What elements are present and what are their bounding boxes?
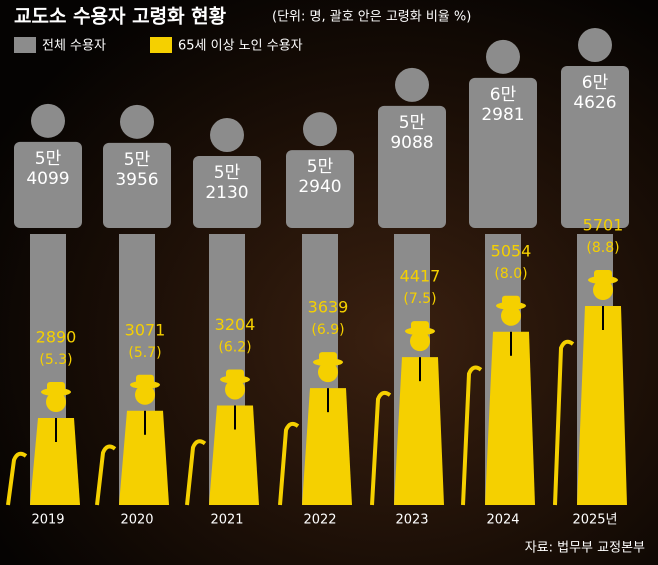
elderly-figure [553,270,627,506]
figure-cane [553,339,575,506]
elderly-label: 3071 [125,320,166,339]
figure-body [14,141,82,228]
figure-head [210,118,244,152]
legend-swatch [14,37,36,53]
figure-head [578,28,612,62]
figure-head [303,112,337,147]
total-label: 4099 [26,169,69,189]
figure-cane [370,390,392,506]
figure-cane [95,444,117,506]
total-label: 2130 [205,183,248,203]
chart-title: 교도소 수용자 고령화 현황 [14,5,227,28]
elderly-label: 5701 [583,216,624,235]
figure-head [31,103,65,138]
figure-body [561,66,629,228]
figure-hat [136,374,154,385]
total-label: 6만 [582,73,609,93]
x-tick-label: 2019 [31,513,64,528]
figure-body [469,77,537,228]
total-label: 4626 [573,93,616,113]
figure-body [30,418,80,505]
figure-body [209,405,259,505]
elderly-label: 3204 [215,315,256,334]
figure-body [302,388,352,505]
figure-cane [185,439,207,506]
share-label: (7.5) [403,291,436,307]
total-label: 5만 [35,149,62,169]
elderly-label: 3639 [308,298,349,317]
figure-hat [319,352,337,363]
figure-head [120,104,154,139]
elderly-label: 4417 [400,267,441,286]
elderly-label: 5054 [491,241,532,260]
figure-body [394,357,444,505]
elderly-figure [6,382,80,506]
share-label: (8.8) [586,240,619,256]
x-tick-label: 2025년 [572,513,617,528]
figure-hat [411,321,429,332]
elderly-figure [370,321,444,506]
figure-head [593,280,613,300]
figure-body [119,410,169,505]
legend-swatch [150,37,172,53]
total-label: 5만 [124,150,151,170]
figure-head [318,362,338,383]
figure-body [286,150,354,228]
total-label: 2940 [298,177,341,197]
legend-label: 전체 수용자 [42,39,106,54]
figure-head [46,392,66,412]
elderly-figure [95,374,169,506]
figure-cane [6,451,28,506]
figure-head [410,331,430,352]
elderly-figure [185,369,259,506]
figure-body [485,331,535,505]
figure-head [135,384,155,405]
elderly-figure [278,352,352,506]
share-label: (5.3) [39,352,72,368]
elderly-figure [461,295,535,506]
total-label: 3956 [115,170,158,190]
figure-head [486,39,520,74]
figure-body [577,306,627,505]
total-label: 2981 [481,105,524,125]
figure-hat [594,270,612,280]
source: 자료: 법무부 교정본부 [525,541,645,556]
total-label: 9088 [390,133,433,153]
share-label: (6.9) [311,322,344,338]
legend-label: 65세 이상 노인 수용자 [178,39,303,54]
figure-body [193,156,261,228]
figure-body [103,142,171,228]
share-label: (6.2) [218,339,251,355]
figure-hat [47,382,65,392]
total-label: 6만 [490,85,517,105]
x-tick-label: 2024 [486,513,519,528]
x-tick-label: 2020 [120,513,153,528]
figure-head [395,67,429,102]
total-label: 5만 [214,163,241,183]
x-tick-label: 2021 [210,513,243,528]
total-label: 5만 [307,157,334,177]
figure-hat [502,295,520,306]
elderly-label: 2890 [36,328,77,347]
share-label: (5.7) [128,345,161,361]
x-tick-label: 2022 [303,513,336,528]
figure-head [225,379,245,400]
chart-subtitle: (단위: 명, 괄호 안은 고령화 비율 %) [272,10,471,25]
share-label: (8.0) [494,266,527,282]
x-tick-label: 2023 [395,513,428,528]
total-label: 5만 [399,113,426,133]
figure-cane [461,365,483,506]
figure-hat [226,369,244,380]
figure-body [378,105,446,228]
figure-head [501,305,521,326]
figure-cane [278,421,300,506]
